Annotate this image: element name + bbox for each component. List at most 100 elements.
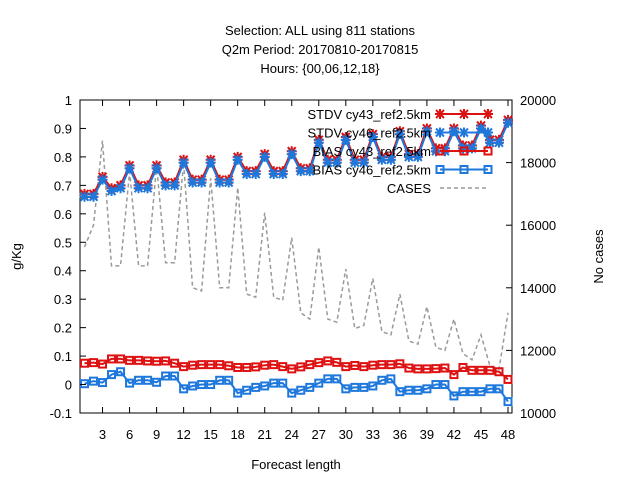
y-tick-label: -0.1 <box>50 406 72 421</box>
data-point <box>178 157 189 168</box>
data-point <box>287 364 297 374</box>
marker-cross <box>79 191 90 202</box>
data-point <box>322 157 333 168</box>
x-tick-label: 27 <box>312 427 326 442</box>
data-point <box>323 356 333 366</box>
marker-cross <box>483 127 493 138</box>
data-point <box>305 382 315 392</box>
data-point <box>152 356 162 366</box>
legend-label: STDV cy43_ref2.5km <box>307 107 431 122</box>
x-tick-label: 36 <box>393 427 407 442</box>
data-point <box>197 360 207 370</box>
data-point <box>233 362 243 372</box>
data-point <box>386 374 396 384</box>
data-point <box>331 157 342 168</box>
data-point <box>404 385 414 395</box>
legend-entry: BIAS cy46_ref2.5km <box>313 163 493 178</box>
data-point <box>295 166 306 177</box>
data-point <box>377 375 387 385</box>
marker-cross <box>259 151 270 162</box>
data-point <box>251 382 261 392</box>
data-point <box>89 358 99 368</box>
x-tick-label: 21 <box>257 427 271 442</box>
marker-cross <box>349 157 360 168</box>
marker-cross <box>223 177 234 188</box>
y-tick-label: 0.7 <box>54 178 72 193</box>
data-point <box>179 384 189 394</box>
data-point <box>179 362 189 372</box>
marker-cross <box>459 127 469 138</box>
data-point <box>215 360 225 370</box>
data-point <box>323 374 333 384</box>
series-bias-cy46-ref2-5km <box>80 367 513 407</box>
data-point <box>431 380 441 390</box>
data-point <box>97 174 108 185</box>
data-point <box>188 360 198 370</box>
marker-cross <box>466 143 477 154</box>
x-tick-label: 39 <box>420 427 434 442</box>
marker-cross <box>205 157 216 168</box>
data-point <box>268 168 279 179</box>
data-point <box>476 365 486 375</box>
marker-cross <box>250 168 261 179</box>
data-point <box>161 356 171 366</box>
data-point <box>170 358 180 368</box>
data-point <box>278 362 288 372</box>
marker-cross <box>358 157 369 168</box>
data-point <box>350 382 360 392</box>
data-point <box>107 354 117 364</box>
data-point <box>403 151 414 162</box>
marker-cross <box>412 151 423 162</box>
y2-tick-label: 16000 <box>520 218 556 233</box>
data-point <box>116 367 126 377</box>
marker-cross <box>160 180 171 191</box>
marker-cross <box>88 191 99 202</box>
data-point <box>269 378 279 388</box>
data-point <box>133 183 144 194</box>
data-point <box>170 371 180 381</box>
marker-cross <box>385 154 396 165</box>
data-point <box>242 385 252 395</box>
data-point <box>376 154 387 165</box>
marker-cross <box>241 168 252 179</box>
data-point <box>483 127 493 138</box>
data-point <box>125 378 135 388</box>
marker-cross <box>277 168 288 179</box>
marker-cross <box>367 131 378 142</box>
data-point <box>440 380 450 390</box>
data-point <box>341 384 351 394</box>
data-point <box>286 149 297 160</box>
legend: STDV cy43_ref2.5km STDV cy46_ref2.5km BIAS… <box>307 107 493 196</box>
data-point <box>269 360 279 370</box>
data-point <box>187 177 198 188</box>
x-tick-label: 48 <box>501 427 515 442</box>
data-point <box>404 363 414 373</box>
data-point <box>152 377 162 387</box>
x-tick-label: 3 <box>99 427 106 442</box>
data-point <box>305 360 315 370</box>
data-point <box>422 384 432 394</box>
data-point <box>449 370 459 380</box>
marker-cross <box>484 137 495 148</box>
data-point <box>206 380 216 390</box>
legend-entry: BIAS cy43_ref2.5km <box>313 144 493 159</box>
series-cases <box>83 140 509 371</box>
data-point <box>259 151 270 162</box>
plot-frame <box>79 99 513 414</box>
marker-cross <box>394 129 405 140</box>
data-point <box>421 126 432 137</box>
marker-cross <box>435 127 445 138</box>
data-point <box>241 168 252 179</box>
data-point <box>107 370 117 380</box>
data-point <box>368 381 378 391</box>
data-point <box>459 165 469 174</box>
data-point <box>278 378 288 388</box>
data-point <box>80 358 90 368</box>
x-tick-label: 18 <box>230 427 244 442</box>
plot-border <box>79 99 513 414</box>
data-point <box>98 378 108 388</box>
data-point <box>296 362 306 372</box>
data-point <box>224 361 234 371</box>
y-tick-label: 0.1 <box>54 349 72 364</box>
data-point <box>435 165 445 174</box>
